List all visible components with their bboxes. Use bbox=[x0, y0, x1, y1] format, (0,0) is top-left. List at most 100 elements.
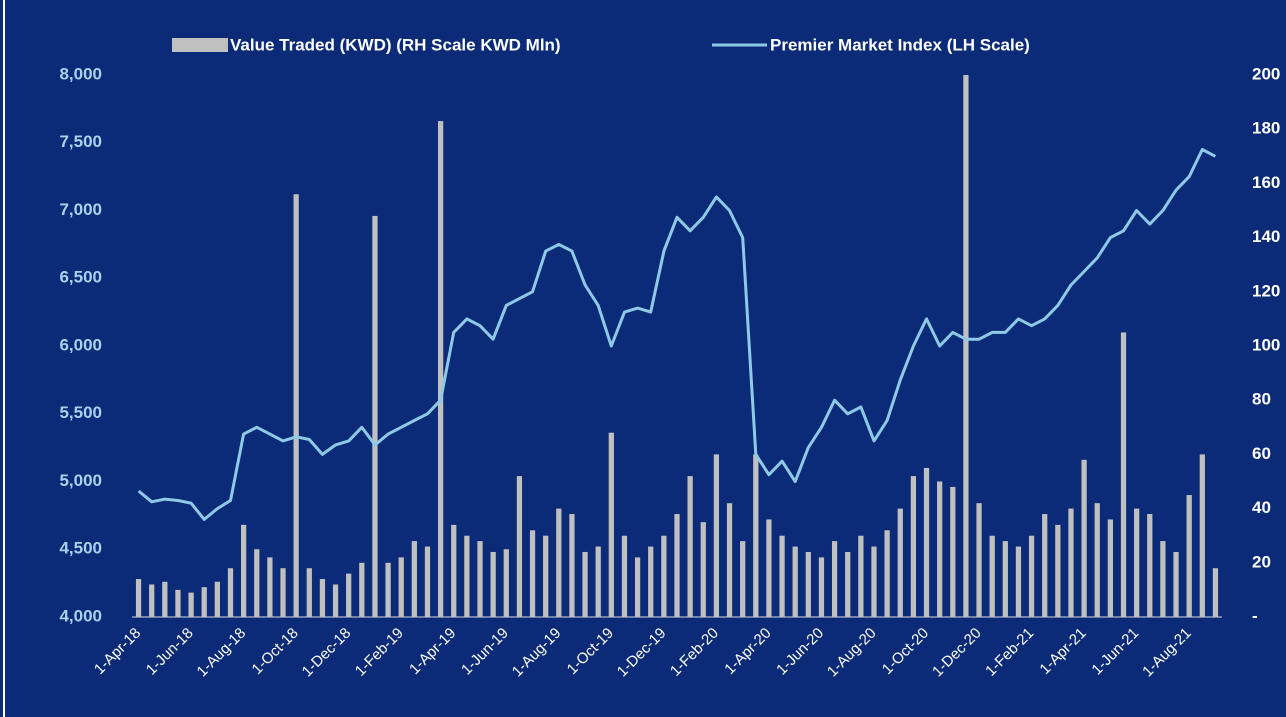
bar bbox=[818, 557, 825, 617]
bar bbox=[201, 587, 207, 617]
bar bbox=[726, 503, 733, 617]
y2-tick-label: 160 bbox=[1252, 173, 1280, 192]
legend-label: Value Traded (KWD) (RH Scale KWD Mln) bbox=[230, 35, 561, 54]
y2-tick-label: 180 bbox=[1252, 119, 1280, 138]
bar bbox=[1042, 514, 1048, 617]
bar bbox=[766, 519, 772, 617]
bar bbox=[319, 579, 326, 617]
bar bbox=[214, 581, 220, 617]
y2-tick-label: 100 bbox=[1252, 335, 1280, 354]
bar bbox=[858, 535, 864, 617]
legend-swatch bbox=[172, 38, 228, 52]
y2-tick-label: 60 bbox=[1252, 444, 1271, 463]
bar bbox=[437, 121, 444, 617]
bar bbox=[503, 549, 509, 617]
bar bbox=[385, 562, 391, 617]
bar bbox=[267, 557, 273, 617]
y-tick-label: 5,000 bbox=[59, 471, 102, 490]
bar bbox=[464, 535, 470, 617]
bar bbox=[241, 524, 247, 617]
bar bbox=[923, 467, 930, 617]
bar bbox=[963, 75, 969, 617]
bar bbox=[306, 568, 312, 617]
bar bbox=[1015, 546, 1022, 617]
bar bbox=[556, 508, 562, 617]
bar bbox=[451, 524, 457, 617]
y-tick-label: 5,500 bbox=[59, 403, 102, 422]
y-tick-label: 8,000 bbox=[59, 64, 102, 83]
bar bbox=[254, 549, 260, 617]
bar bbox=[227, 568, 234, 617]
bar bbox=[1002, 541, 1008, 617]
y-tick-label: 4,000 bbox=[59, 606, 102, 625]
bar bbox=[1186, 495, 1192, 617]
bar bbox=[1120, 332, 1127, 617]
y2-tick-label: 40 bbox=[1252, 498, 1271, 517]
bar bbox=[1055, 524, 1061, 617]
bar bbox=[687, 476, 693, 617]
bar bbox=[543, 535, 549, 617]
bar bbox=[411, 541, 417, 617]
y2-tick-label: - bbox=[1252, 606, 1258, 625]
bar bbox=[1173, 551, 1179, 617]
bar bbox=[1199, 454, 1205, 617]
bar bbox=[149, 584, 155, 617]
bar bbox=[950, 486, 956, 617]
bar bbox=[293, 194, 299, 618]
bar bbox=[1107, 519, 1113, 617]
bar bbox=[1134, 508, 1140, 617]
bar bbox=[188, 592, 194, 617]
bar bbox=[595, 546, 601, 617]
bar bbox=[529, 530, 536, 617]
y-tick-label: 7,000 bbox=[59, 200, 102, 219]
bar bbox=[674, 514, 680, 617]
bar bbox=[831, 541, 838, 617]
bar bbox=[845, 551, 851, 617]
bar bbox=[1028, 535, 1035, 617]
bar bbox=[753, 454, 759, 617]
bar bbox=[398, 557, 404, 617]
bar bbox=[135, 579, 142, 617]
legend-label: Premier Market Index (LH Scale) bbox=[770, 35, 1030, 54]
bar bbox=[976, 503, 982, 617]
bar bbox=[1068, 508, 1074, 617]
bar bbox=[1147, 514, 1153, 617]
bar bbox=[648, 546, 654, 617]
bar bbox=[910, 476, 917, 617]
bar bbox=[372, 215, 378, 618]
y-tick-label: 6,500 bbox=[59, 268, 102, 287]
y2-tick-label: 20 bbox=[1252, 552, 1271, 571]
bar bbox=[1094, 503, 1100, 617]
bar bbox=[792, 546, 798, 617]
bar bbox=[713, 454, 720, 617]
bar bbox=[1212, 568, 1219, 617]
bar bbox=[162, 581, 168, 617]
bar bbox=[280, 568, 286, 617]
bar bbox=[490, 551, 496, 617]
bar bbox=[937, 481, 943, 617]
bar bbox=[608, 432, 614, 617]
bar bbox=[871, 546, 877, 617]
bar bbox=[516, 476, 523, 617]
y-tick-label: 4,500 bbox=[59, 539, 102, 558]
y2-tick-label: 140 bbox=[1252, 227, 1280, 246]
bar bbox=[346, 573, 352, 617]
bar bbox=[740, 541, 746, 617]
index-line bbox=[137, 148, 1217, 521]
bar bbox=[661, 535, 667, 617]
y2-tick-label: 200 bbox=[1252, 64, 1280, 83]
y-tick-label: 6,000 bbox=[59, 335, 102, 354]
bar bbox=[621, 535, 628, 617]
bar bbox=[477, 541, 483, 617]
bar bbox=[582, 551, 588, 617]
bar bbox=[779, 535, 785, 617]
bar bbox=[989, 535, 995, 617]
bar bbox=[805, 551, 811, 617]
bar bbox=[634, 557, 641, 617]
bar bbox=[424, 546, 431, 617]
bar bbox=[1160, 541, 1166, 617]
y-tick-label: 7,500 bbox=[59, 132, 102, 151]
y2-tick-label: 80 bbox=[1252, 390, 1271, 409]
